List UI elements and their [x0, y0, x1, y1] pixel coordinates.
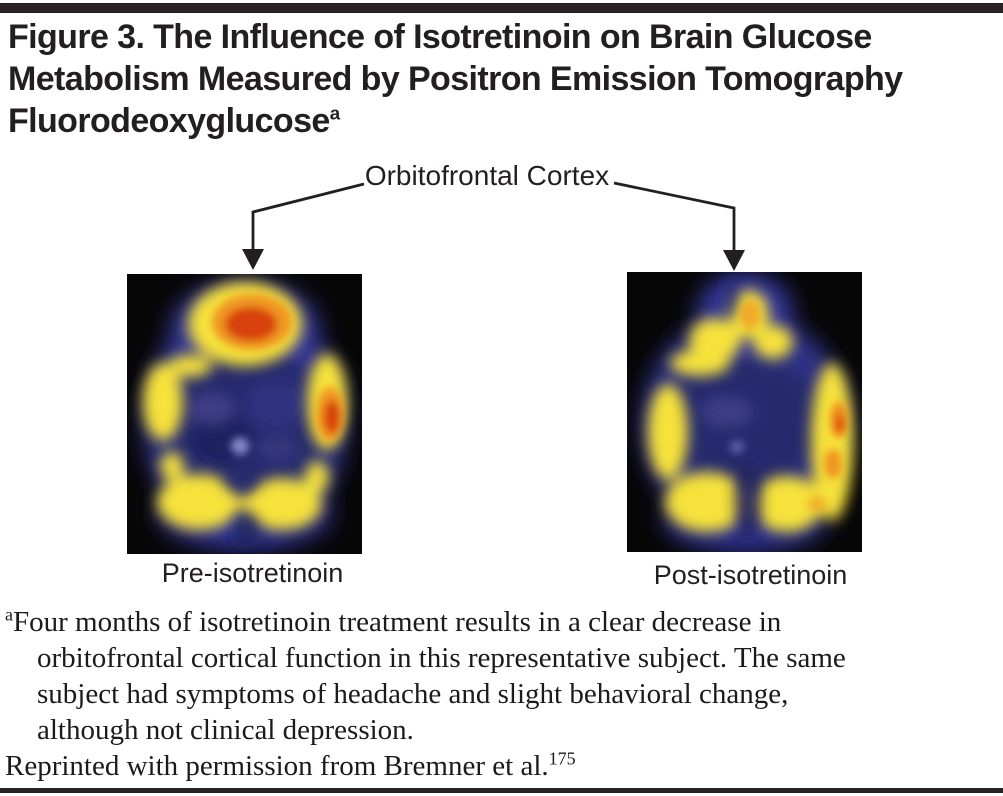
right-arrowhead-icon [723, 250, 745, 271]
footnote-line-2: orbitofrontal cortical function in this … [37, 642, 846, 674]
figure-title: Figure 3. The Influence of Isotretinoin … [8, 16, 928, 142]
left-connector-line [251, 182, 365, 251]
pre-isotretinoin-caption: Pre-isotretinoin [161, 558, 344, 588]
figure-title-line3: Fluorodeoxyglucose [8, 102, 330, 140]
top-rule-divider [0, 3, 1003, 13]
figure-footnote: aFour months of isotretinoin treatment r… [5, 604, 1000, 784]
footnote-line-4: although not clinical depression. [37, 714, 414, 746]
orbitofrontal-cortex-label: Orbitofrontal Cortex [364, 160, 610, 191]
figure-title-superscript: a [329, 102, 340, 124]
post-isotretinoin-scan-image [627, 272, 862, 552]
left-arrowhead-icon [242, 249, 264, 270]
footnote-superscript: a [5, 604, 13, 625]
bottom-rule-divider [0, 788, 1003, 793]
footnote-line-1: aFour months of isotretinoin treatment r… [5, 604, 782, 638]
post-isotretinoin-caption: Post-isotretinoin [653, 560, 848, 590]
right-connector-line [613, 181, 736, 252]
figure-title-line2: Metabolism Measured by Positron Emission… [8, 60, 903, 98]
figure-title-line1: Figure 3. The Influence of Isotretinoin … [8, 18, 872, 56]
annotation-arrows [242, 181, 745, 271]
reference-number-superscript: 175 [548, 748, 576, 769]
reprint-credit-line: Reprinted with permission from Bremner e… [5, 748, 576, 782]
footnote-line-3: subject had symptoms of headache and sli… [37, 678, 789, 710]
pre-isotretinoin-scan-image [127, 274, 362, 554]
